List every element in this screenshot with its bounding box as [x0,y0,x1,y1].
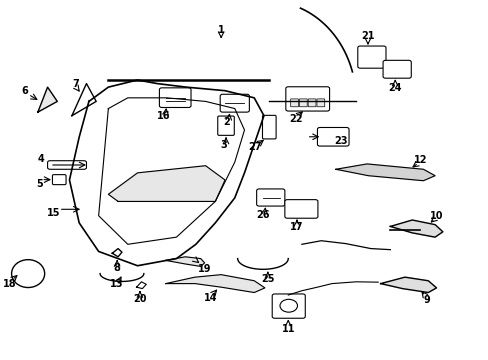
Text: 14: 14 [203,293,217,303]
Text: 19: 19 [198,264,211,274]
Ellipse shape [12,260,44,288]
FancyBboxPatch shape [382,60,410,78]
Polygon shape [389,220,442,237]
Text: 22: 22 [288,114,302,124]
Text: 13: 13 [110,279,123,289]
Polygon shape [165,275,264,293]
Text: 10: 10 [429,211,443,221]
FancyBboxPatch shape [262,115,276,139]
Text: 27: 27 [248,142,262,152]
Text: 15: 15 [47,208,61,218]
Polygon shape [108,166,224,202]
Polygon shape [335,164,434,181]
FancyBboxPatch shape [317,127,348,146]
FancyBboxPatch shape [220,94,249,112]
FancyBboxPatch shape [285,87,329,111]
Text: 7: 7 [72,79,79,89]
FancyBboxPatch shape [316,99,324,107]
Text: 4: 4 [38,154,44,164]
FancyBboxPatch shape [285,200,317,218]
Text: 26: 26 [256,210,269,220]
FancyBboxPatch shape [307,99,315,107]
Text: 23: 23 [333,136,347,147]
Text: 25: 25 [261,274,274,284]
Text: 5: 5 [36,179,42,189]
Text: 2: 2 [223,117,230,127]
FancyBboxPatch shape [217,116,234,135]
Text: 1: 1 [217,25,224,35]
FancyBboxPatch shape [52,175,66,185]
Text: 12: 12 [413,156,427,165]
FancyBboxPatch shape [159,88,191,108]
Text: 18: 18 [3,279,17,289]
Polygon shape [165,257,204,266]
Text: 6: 6 [21,86,28,96]
Text: 20: 20 [133,294,146,303]
FancyBboxPatch shape [299,99,306,107]
Polygon shape [38,87,57,112]
Text: 16: 16 [157,111,170,121]
Text: 3: 3 [220,140,227,150]
Polygon shape [380,277,436,293]
Text: 17: 17 [290,222,303,232]
Text: 9: 9 [423,295,430,305]
FancyBboxPatch shape [272,294,305,318]
FancyBboxPatch shape [290,99,298,107]
Text: 24: 24 [387,83,401,93]
Text: 21: 21 [361,31,374,41]
FancyBboxPatch shape [357,46,385,68]
FancyBboxPatch shape [47,161,86,169]
Text: 8: 8 [113,262,121,273]
Text: 11: 11 [281,324,294,334]
FancyBboxPatch shape [256,189,285,206]
